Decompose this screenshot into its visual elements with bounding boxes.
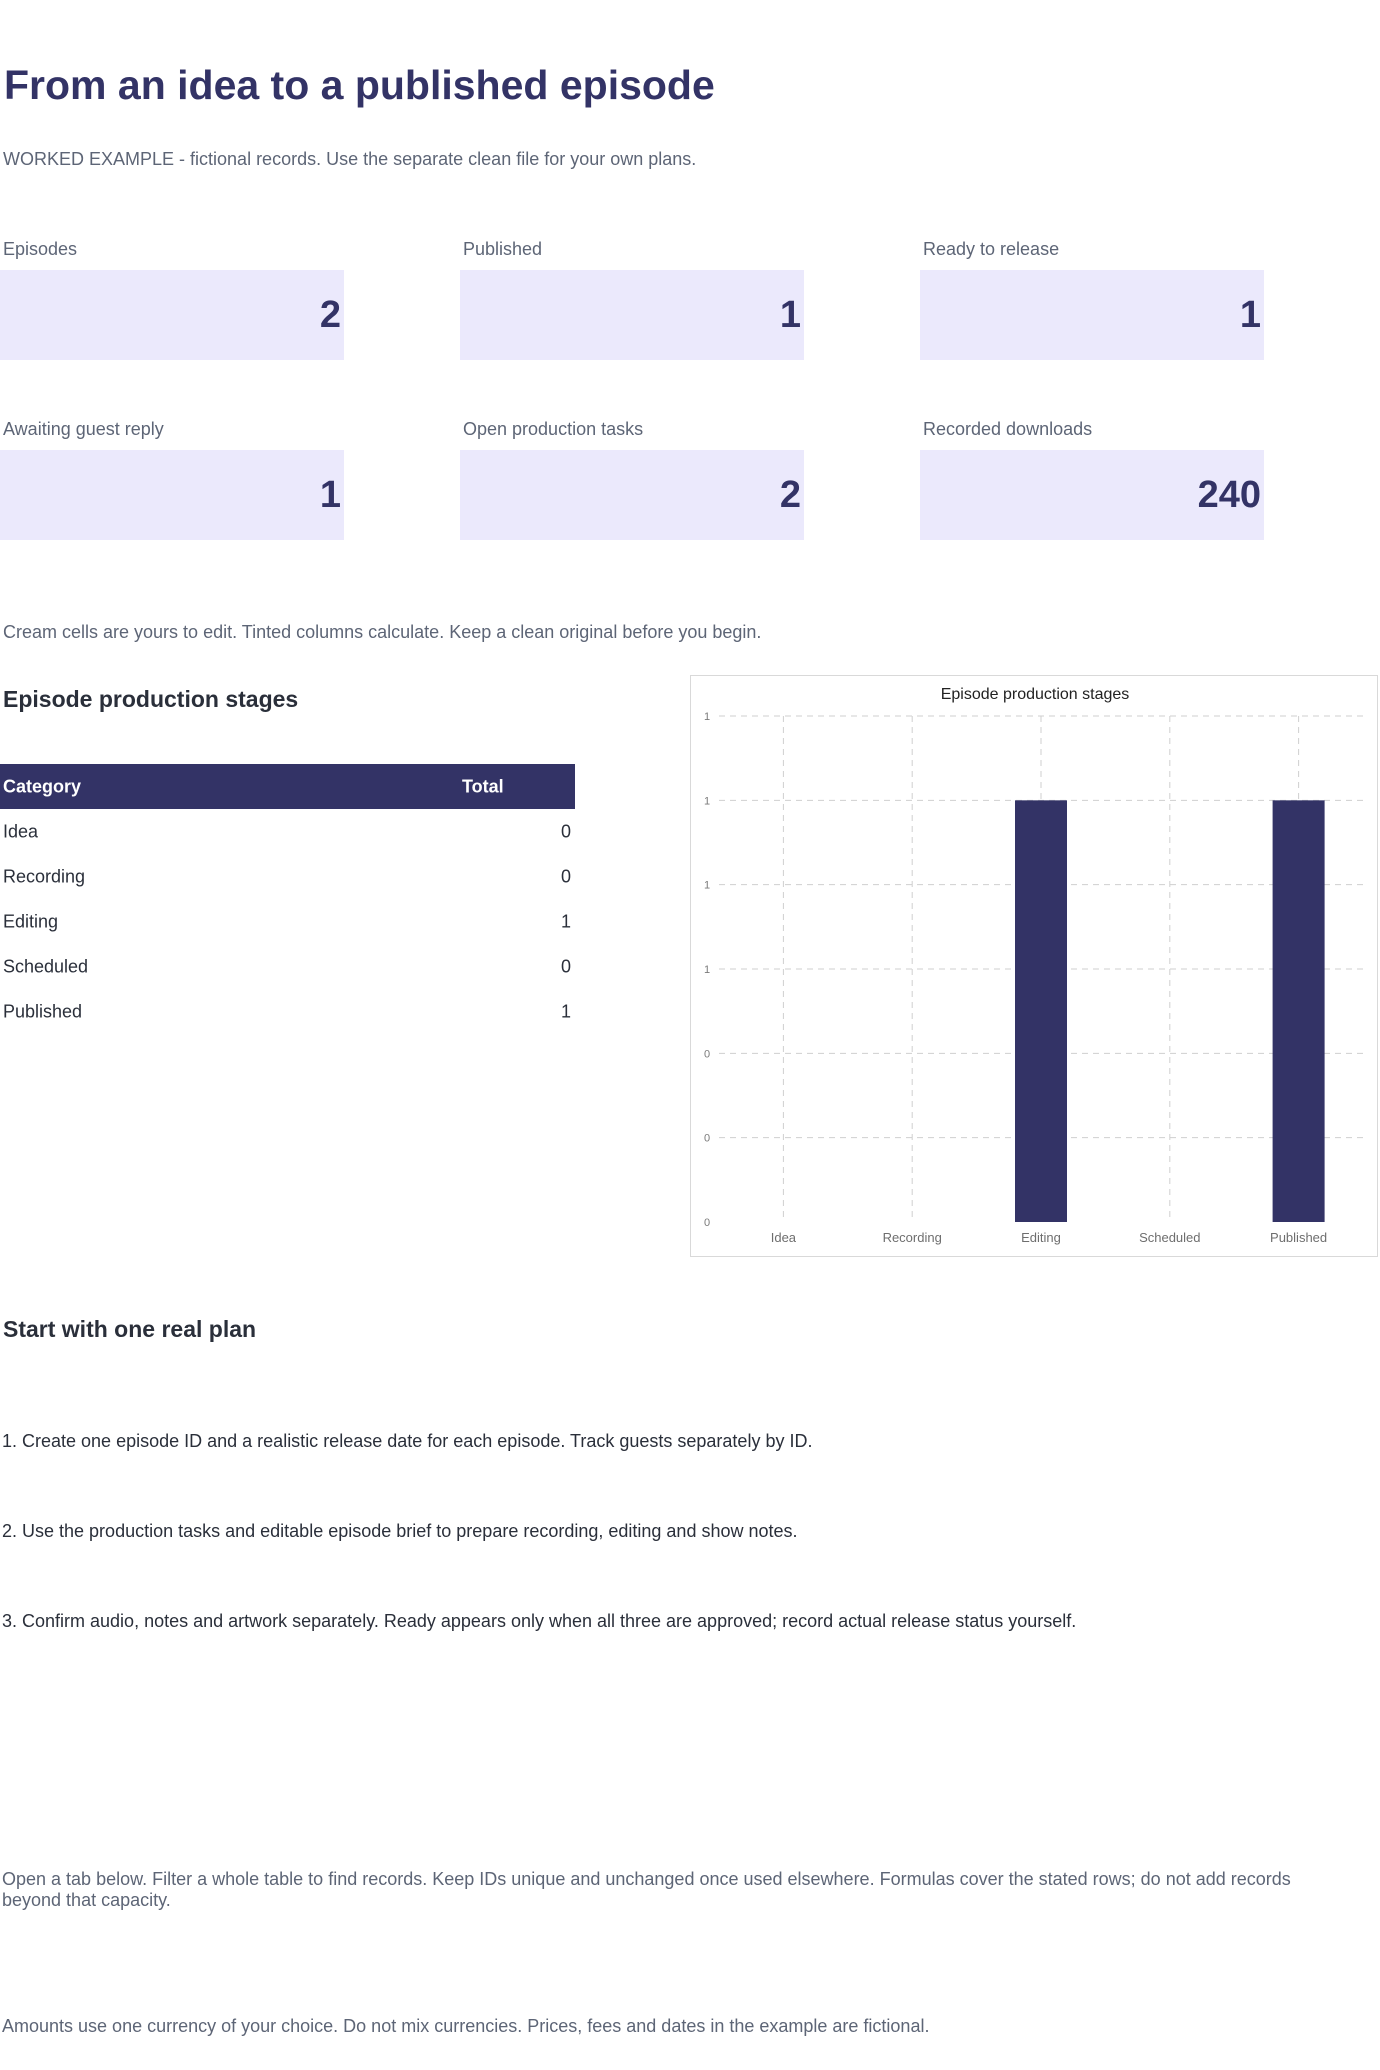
y-tick-label: 0 <box>704 1217 710 1229</box>
stages-chart-svg: Episode production stages 0 0 0 1 1 1 1 Idea Reco… <box>704 686 1363 1245</box>
column-header-category[interactable]: Category <box>3 776 82 796</box>
row-category: Idea <box>3 821 39 841</box>
x-tick-label: Idea <box>771 1230 797 1245</box>
table-row[interactable]: Recording 0 <box>0 854 575 899</box>
row-total: 0 <box>560 866 571 886</box>
x-tick-label: Scheduled <box>1139 1230 1200 1245</box>
row-total: 1 <box>560 1001 571 1021</box>
plan-heading: Start with one real plan <box>3 1316 257 1342</box>
row-total: 1 <box>560 911 571 931</box>
table-row[interactable]: Editing 1 <box>0 899 575 944</box>
x-tick-label: Recording <box>883 1230 942 1245</box>
kpi-value-episodes[interactable]: 2 <box>0 270 344 360</box>
x-tick-label: Editing <box>1021 1230 1061 1245</box>
y-tick-label: 0 <box>704 1048 710 1060</box>
bar-editing <box>1015 800 1067 1222</box>
column-header-total[interactable]: Total <box>462 776 504 796</box>
stages-table-header: Category Total <box>0 764 575 809</box>
y-tick-label: 0 <box>704 1133 710 1145</box>
kpi-value-published[interactable]: 1 <box>460 270 804 360</box>
stages-heading: Episode production stages <box>3 686 299 712</box>
page-subtitle: WORKED EXAMPLE - fictional records. Use … <box>3 149 697 169</box>
page-title: From an idea to a published episode <box>4 62 715 108</box>
row-category: Editing <box>3 911 59 931</box>
stages-chart[interactable]: Episode production stages 0 0 0 1 1 1 1 Idea Reco… <box>690 675 1378 1257</box>
kpi-label-open-production-tasks: Open production tasks <box>463 419 644 439</box>
row-category: Published <box>3 1001 83 1021</box>
y-tick-label: 1 <box>704 964 710 976</box>
plan-step-2: 2. Use the production tasks and editable… <box>2 1521 798 1541</box>
kpi-value-awaiting-guest-reply[interactable]: 1 <box>0 450 344 540</box>
stages-table: Category Total Idea 0 Recording 0 Editin… <box>0 764 575 1034</box>
table-row[interactable]: Scheduled 0 <box>0 944 575 989</box>
y-tick-label: 1 <box>704 795 710 807</box>
table-row[interactable]: Published 1 <box>0 989 575 1034</box>
kpi-value-ready-to-release[interactable]: 1 <box>920 270 1264 360</box>
kpi-label-awaiting-guest-reply: Awaiting guest reply <box>3 419 164 439</box>
kpi-label-episodes: Episodes <box>3 239 78 259</box>
bar-published <box>1272 800 1325 1222</box>
tabs-note: Open a tab below. Filter a whole table t… <box>2 1869 1291 1910</box>
y-tick-label: 1 <box>704 711 710 723</box>
edit-hint-note: Cream cells are yours to edit. Tinted co… <box>3 622 762 642</box>
y-tick-label: 1 <box>704 880 710 892</box>
currency-note: Amounts use one currency of your choice.… <box>2 2016 930 2036</box>
x-tick-label: Published <box>1270 1230 1327 1245</box>
kpi-label-recorded-downloads: Recorded downloads <box>923 419 1093 439</box>
row-category: Scheduled <box>3 956 89 976</box>
table-row[interactable]: Idea 0 <box>0 809 575 854</box>
row-category: Recording <box>3 866 86 886</box>
row-total: 0 <box>560 956 571 976</box>
kpi-label-published: Published <box>463 239 543 259</box>
plan-step-1: 1. Create one episode ID and a realistic… <box>2 1431 813 1451</box>
kpi-value-open-production-tasks[interactable]: 2 <box>460 450 804 540</box>
kpi-label-ready-to-release: Ready to release <box>923 239 1060 259</box>
kpi-value-recorded-downloads[interactable]: 240 <box>920 450 1264 540</box>
chart-title: Episode production stages <box>941 686 1130 703</box>
row-total: 0 <box>560 821 571 841</box>
plan-step-3: 3. Confirm audio, notes and artwork sepa… <box>2 1611 1077 1631</box>
